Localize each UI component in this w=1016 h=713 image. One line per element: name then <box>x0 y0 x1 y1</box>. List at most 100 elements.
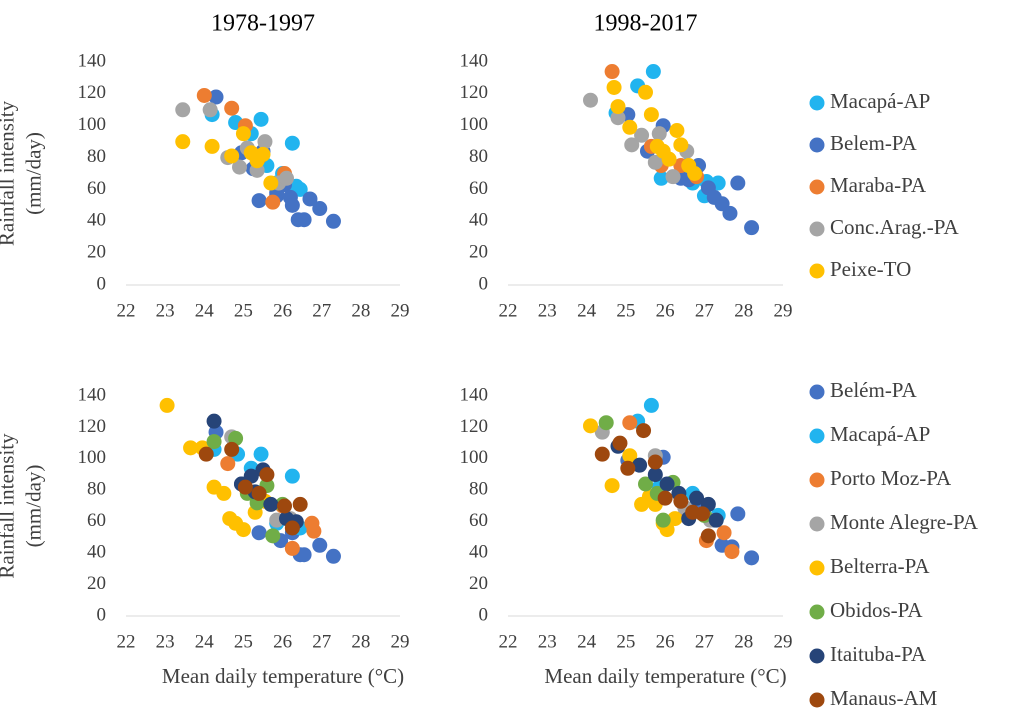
scatter-point <box>278 170 294 186</box>
legend-marker <box>809 137 825 153</box>
scatter-point <box>277 498 293 514</box>
y-tick-label: 120 <box>460 416 489 437</box>
x-tick-label: 25 <box>616 631 635 652</box>
scatter-point <box>284 540 300 556</box>
x-tick-label: 22 <box>499 300 518 321</box>
scatter-point <box>206 413 222 429</box>
chart-title: 1998-2017 <box>594 11 698 37</box>
scatter-point <box>708 512 724 528</box>
y-tick-label: 40 <box>469 210 488 231</box>
legend-label: Belem-PA <box>830 131 918 155</box>
legend-marker <box>809 221 825 237</box>
legend-marker <box>809 472 825 488</box>
y-axis-label-line: (mm/day) <box>21 132 45 215</box>
y-tick-label: 20 <box>87 573 106 594</box>
scatter-point <box>624 137 640 153</box>
scatter-point <box>661 151 677 167</box>
legend-label: Porto Moz-PA <box>830 466 952 490</box>
scatter-point <box>202 102 218 118</box>
scatter-point <box>610 99 626 115</box>
scatter-point <box>251 193 267 209</box>
scatter-point <box>224 441 240 457</box>
scatter-point <box>647 467 663 483</box>
legend-marker <box>809 648 825 664</box>
scatter-point <box>175 102 191 118</box>
scatter-point <box>159 397 175 413</box>
scatter-point <box>583 92 598 108</box>
scatter-point <box>237 479 253 495</box>
y-tick-label: 60 <box>469 178 488 199</box>
y-tick-label: 140 <box>78 50 107 71</box>
y-tick-label: 100 <box>460 114 489 135</box>
legend-marker <box>809 263 825 279</box>
y-tick-label: 20 <box>469 573 488 594</box>
scatter-point <box>651 126 667 142</box>
scatter-point <box>687 166 703 181</box>
scatter-point <box>647 454 663 470</box>
scatter-point <box>610 110 626 126</box>
y-tick-label: 140 <box>78 384 107 405</box>
scatter-point <box>604 64 620 80</box>
scatter-point <box>636 423 652 439</box>
scatter-point <box>204 138 220 154</box>
scatter-point <box>730 175 746 191</box>
y-axis-label: Rainfall intensity (mm/day) <box>0 100 45 246</box>
x-tick-label: 29 <box>774 631 793 652</box>
scatter-point <box>198 446 214 462</box>
scatter-point <box>284 197 300 213</box>
scatter-point <box>253 446 269 462</box>
x-tick-label: 27 <box>312 300 331 321</box>
legend-marker <box>809 516 825 532</box>
scatter-point <box>263 496 279 512</box>
scatter-point <box>612 435 628 451</box>
scatter-point <box>643 107 659 123</box>
scatter-point <box>604 478 620 494</box>
scatter-point <box>175 134 191 150</box>
y-tick-label: 140 <box>460 384 489 405</box>
y-axis-label-line: (mm/day) <box>21 465 45 548</box>
x-tick-label: 22 <box>499 631 518 652</box>
scatter-point <box>643 397 659 413</box>
x-tick-label: 28 <box>351 631 370 652</box>
scatter-point <box>659 476 675 492</box>
scatter-point <box>722 205 738 221</box>
scatter-point <box>253 111 269 127</box>
scatter-point <box>622 119 638 135</box>
scatter-point <box>647 154 663 170</box>
x-tick-label: 29 <box>391 631 410 652</box>
scatter-point <box>284 135 300 151</box>
scatter-point <box>673 137 689 153</box>
x-tick-label: 27 <box>695 631 714 652</box>
scatter-point <box>744 220 760 236</box>
scatter-point <box>292 496 308 512</box>
scatter-point <box>265 194 281 210</box>
scatter-point <box>296 212 312 228</box>
x-tick-label: 24 <box>195 631 215 652</box>
scatter-point <box>235 522 251 538</box>
scatter-point <box>312 537 328 553</box>
x-tick-label: 28 <box>734 300 753 321</box>
y-tick-label: 80 <box>469 479 488 500</box>
scatter-point <box>622 415 638 431</box>
scatter-point <box>673 493 689 509</box>
x-tick-label: 22 <box>117 300 136 321</box>
scatter-point <box>302 191 318 207</box>
scatter-point <box>224 148 240 164</box>
scatter-point <box>632 457 648 473</box>
scatter-point <box>208 89 224 105</box>
scatter-point <box>665 169 681 185</box>
scatter-point <box>620 460 636 476</box>
y-axis-label-line: Rainfall intensity <box>0 100 18 246</box>
y-tick-label: 120 <box>78 416 107 437</box>
chart-title: 1978-1997 <box>211 11 315 37</box>
scatter-point <box>235 126 251 142</box>
scatter-point <box>296 547 312 563</box>
y-tick-label: 0 <box>479 273 489 294</box>
scatter-point <box>224 100 240 116</box>
legend-label: Conc.Arag.-PA <box>830 215 960 239</box>
scatter-point <box>255 146 271 162</box>
legend-label: Manaus-AM <box>830 686 938 710</box>
legend-label: Itaituba-PA <box>830 642 927 666</box>
scatter-point <box>638 476 653 492</box>
legend-marker <box>809 692 825 708</box>
